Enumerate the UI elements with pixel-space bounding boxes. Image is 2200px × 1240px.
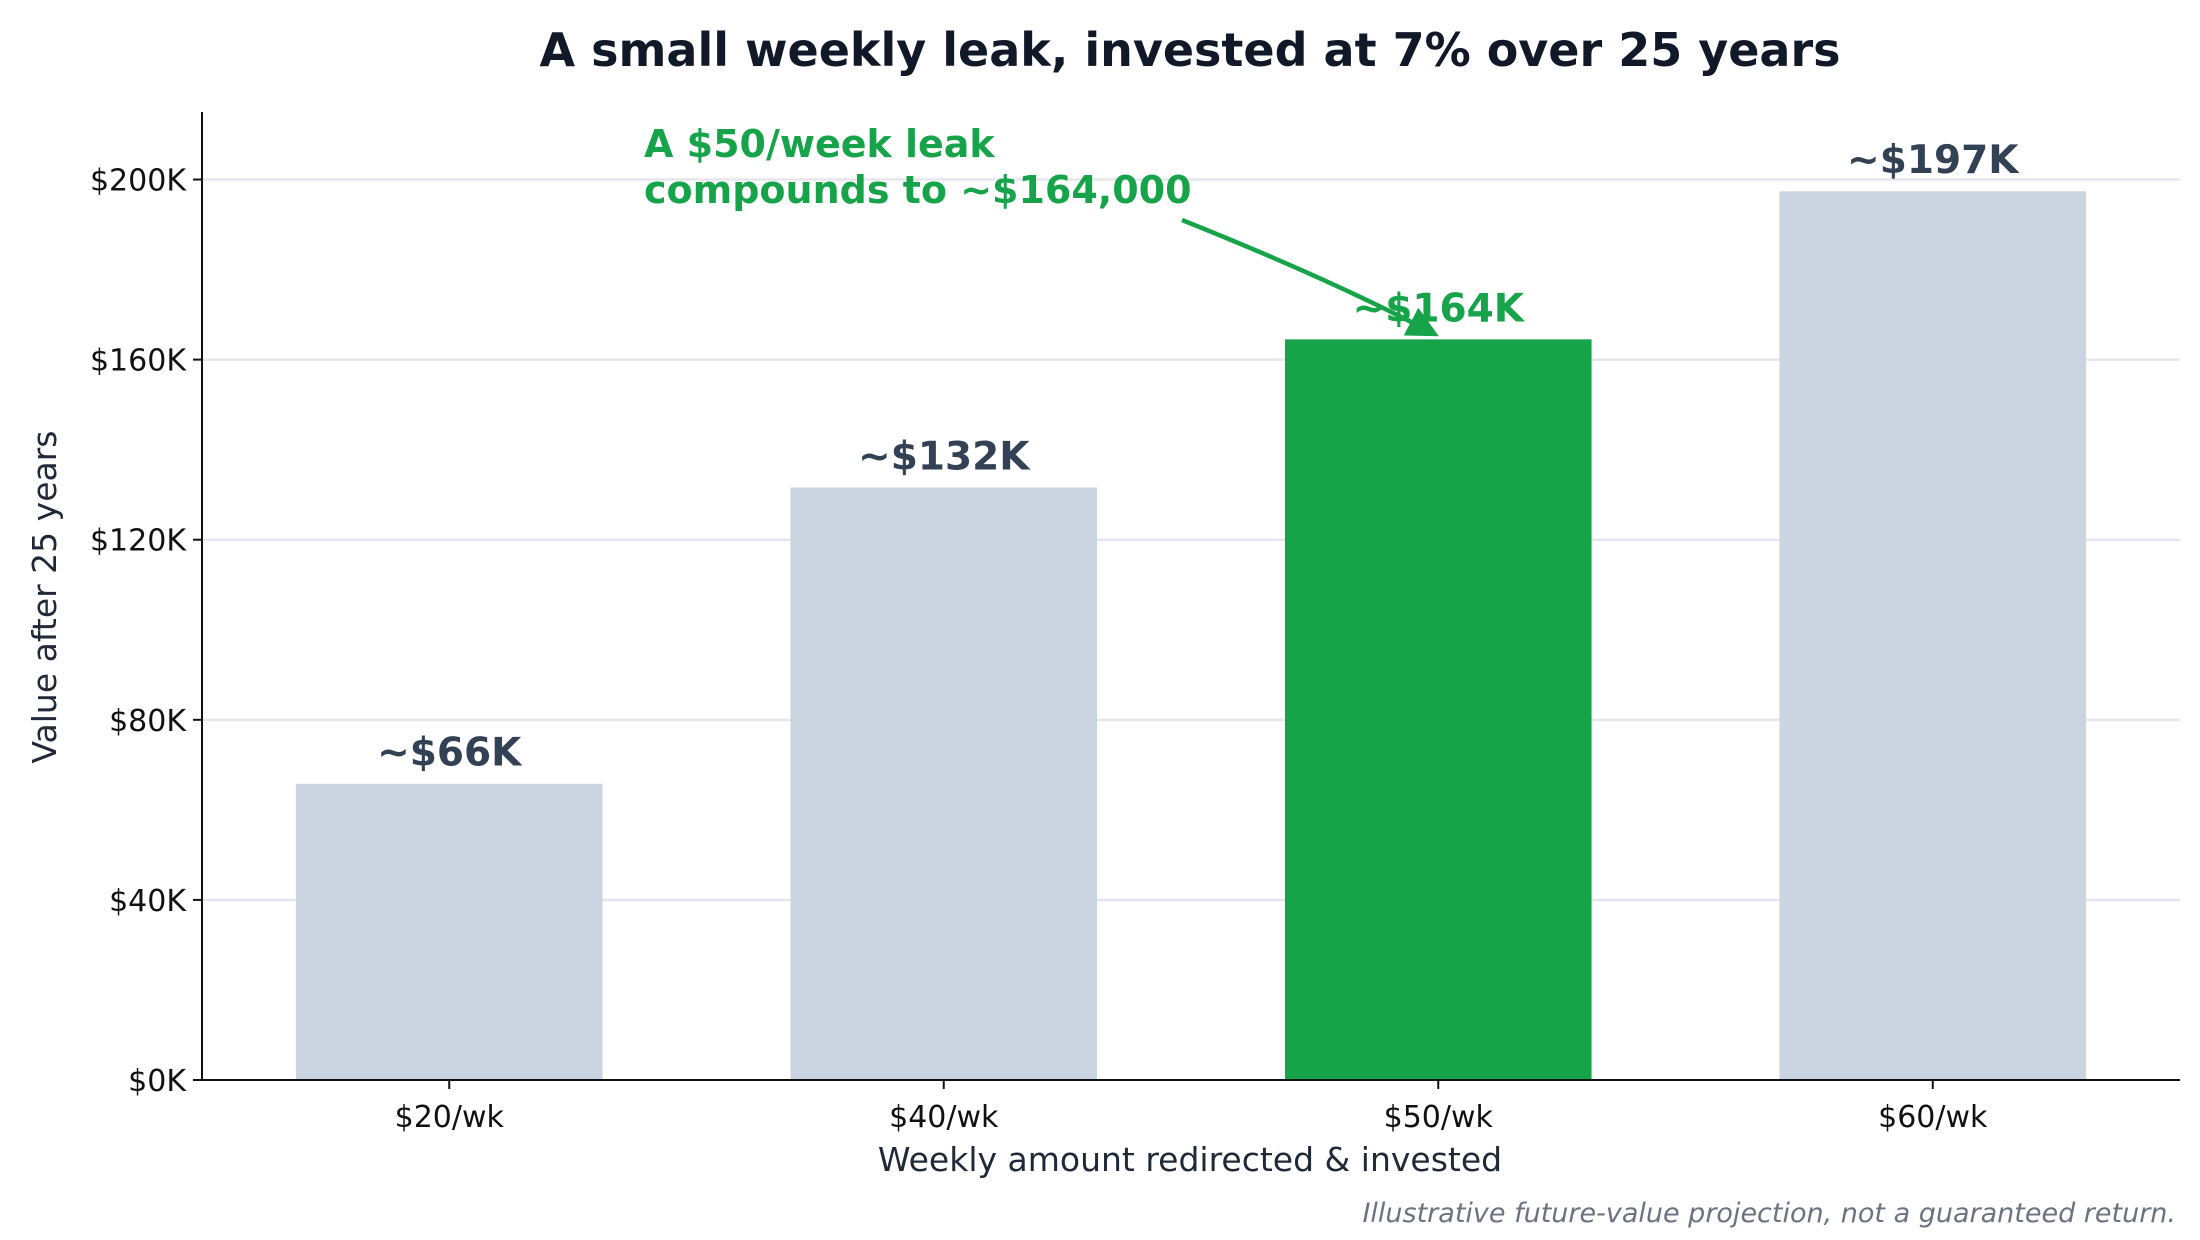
data-label: ~$164K: [1353, 286, 1526, 331]
axes: $0K $40K $80K $120K $160K $200K $20/wk $40/wk $5…: [90, 112, 2180, 1135]
x-axis-title: Weekly amount redirected & invested: [878, 1140, 1502, 1179]
y-tick-label: $120K: [90, 524, 187, 559]
y-axis-title: Value after 25 years: [25, 431, 64, 764]
data-label: ~$66K: [377, 731, 523, 776]
x-tick-label: $60/wk: [1878, 1100, 1988, 1135]
bars: [295, 191, 2087, 1080]
data-labels: ~$66K ~$132K ~$164K ~$197K: [377, 138, 2020, 776]
bar: [1779, 191, 2087, 1080]
y-tick-label: $0K: [128, 1064, 187, 1099]
data-label: ~$132K: [858, 434, 1031, 479]
footnote: Illustrative future-value projection, no…: [1362, 1198, 2176, 1229]
x-tick-label: $40/wk: [889, 1100, 999, 1135]
bar-highlighted: [1284, 339, 1592, 1080]
bar: [790, 487, 1098, 1080]
chart-title: A small weekly leak, invested at 7% over…: [539, 23, 1840, 77]
annotation-line-1: A $50/week leak: [644, 122, 995, 166]
x-tick-label: $50/wk: [1384, 1100, 1494, 1135]
y-tick-label: $200K: [90, 164, 187, 199]
annotation-arrow: [1181, 217, 1439, 337]
annotation-line-2: compounds to ~$164,000: [644, 168, 1192, 212]
y-tick-label: $160K: [90, 344, 187, 379]
data-label: ~$197K: [1847, 138, 2020, 183]
x-tick-label: $20/wk: [395, 1100, 505, 1135]
annotation: A $50/week leak compounds to ~$164,000: [644, 122, 1439, 337]
y-tick-label: $40K: [109, 884, 187, 919]
y-tick-label: $80K: [109, 704, 187, 739]
bar: [295, 783, 603, 1080]
